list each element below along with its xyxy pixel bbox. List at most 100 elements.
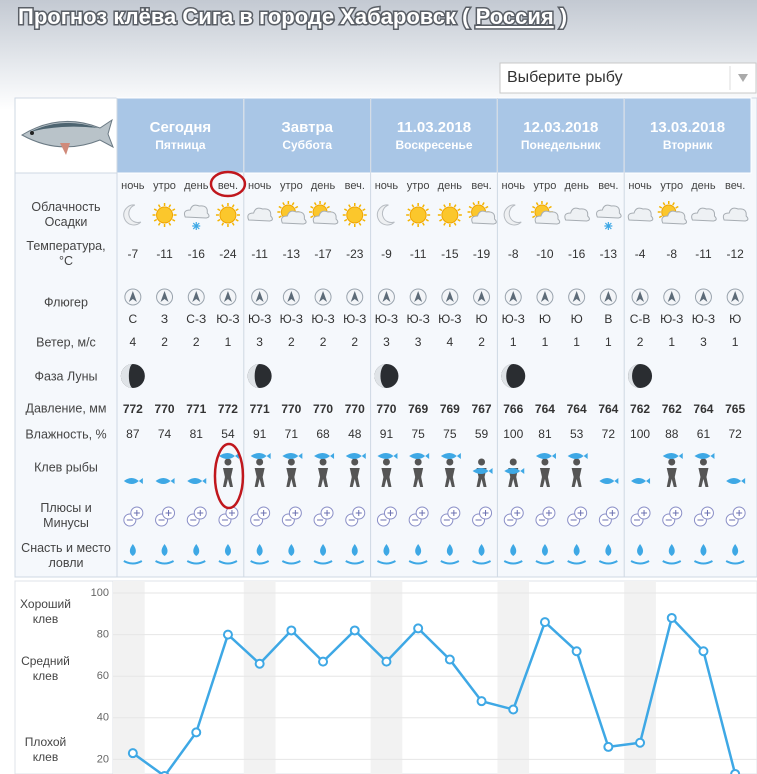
wind-direction-value: Ю bbox=[539, 312, 551, 326]
zone-label: Средний клев bbox=[21, 654, 70, 683]
weather-icon bbox=[376, 204, 395, 226]
tackle-water bbox=[662, 560, 682, 565]
wind-vane bbox=[409, 288, 427, 306]
cloud-shape bbox=[627, 207, 654, 222]
pros-cons-icon bbox=[535, 506, 556, 527]
bite-icon bbox=[567, 453, 588, 487]
tackle-water bbox=[472, 560, 492, 565]
row-label: Плюсы и Минусы bbox=[40, 501, 92, 530]
temperature-value: -17 bbox=[314, 247, 332, 261]
vane-arrow bbox=[572, 291, 581, 302]
pros-cons-icon bbox=[662, 506, 683, 527]
select-placeholder[interactable]: Выберите рыбу bbox=[507, 69, 623, 86]
y-tick-label: 80 bbox=[97, 629, 109, 641]
period-label: утро bbox=[153, 180, 176, 192]
sun-ray bbox=[221, 204, 225, 208]
bite-point bbox=[635, 737, 646, 748]
bite-icon bbox=[345, 453, 366, 487]
period-label: утро bbox=[407, 180, 430, 192]
period-label: день bbox=[438, 180, 463, 192]
tackle-float bbox=[161, 544, 168, 556]
humidity-value: 100 bbox=[630, 427, 650, 441]
fish-fin bbox=[60, 143, 70, 155]
sun-ray bbox=[278, 215, 282, 219]
tackle-float bbox=[637, 544, 644, 556]
vane-arrow bbox=[731, 291, 740, 302]
sun-ray bbox=[672, 202, 675, 206]
pros-cons-icon bbox=[440, 506, 461, 527]
sun-ray bbox=[157, 204, 161, 208]
small-fish bbox=[187, 478, 207, 484]
humidity-value: 74 bbox=[158, 427, 172, 441]
sun-ray bbox=[545, 202, 549, 206]
country-link[interactable]: Россия bbox=[474, 2, 555, 30]
wind-direction-value: Ю bbox=[475, 312, 487, 326]
plus-sign bbox=[165, 510, 172, 516]
vane-arrow bbox=[540, 291, 549, 302]
small-fish bbox=[123, 478, 143, 484]
angler-body bbox=[413, 468, 424, 487]
temperature-value: -16 bbox=[568, 247, 586, 261]
sun-ray bbox=[358, 222, 362, 226]
tackle-float bbox=[700, 544, 707, 556]
moon-phase bbox=[247, 364, 272, 389]
pressure-value: 771 bbox=[250, 402, 270, 416]
sun-ray bbox=[658, 215, 663, 219]
angler-head bbox=[668, 458, 676, 466]
caught-fish bbox=[440, 453, 461, 459]
sun-ray bbox=[313, 202, 317, 206]
wind-vane bbox=[251, 288, 269, 306]
weather-icon bbox=[183, 204, 210, 230]
wind-direction-value: З bbox=[161, 312, 168, 326]
tackle-icon bbox=[598, 544, 618, 565]
vane-arrow bbox=[287, 291, 296, 302]
sun-ray bbox=[168, 204, 172, 208]
pressure-value: 770 bbox=[376, 402, 396, 416]
select-arrow[interactable] bbox=[738, 74, 748, 82]
wind-direction-value: Ю-З bbox=[248, 312, 271, 326]
vane-arrow bbox=[192, 291, 201, 302]
humidity-value: 48 bbox=[348, 427, 362, 441]
bite-icon bbox=[440, 453, 461, 487]
small-fish bbox=[155, 478, 175, 484]
sun-ray bbox=[235, 218, 239, 222]
caught-fish bbox=[250, 453, 271, 459]
fish-select[interactable]: Выберите рыбу bbox=[499, 62, 757, 94]
temperature-value: -7 bbox=[128, 247, 139, 261]
cloud-shape bbox=[471, 210, 497, 225]
wind-vane bbox=[599, 288, 617, 306]
wind-vane bbox=[187, 288, 205, 306]
sun-ray bbox=[231, 222, 235, 226]
cloud-shape bbox=[183, 204, 210, 219]
select-box[interactable] bbox=[499, 62, 757, 94]
wind-vane bbox=[694, 288, 712, 306]
day-weekday: Воскресенье bbox=[395, 138, 472, 152]
wind-vane bbox=[314, 288, 332, 306]
humidity-value: 53 bbox=[570, 427, 584, 441]
cloud-shape bbox=[564, 207, 590, 222]
sun-ray bbox=[411, 204, 415, 208]
y-tick-label: 60 bbox=[97, 670, 109, 682]
humidity-value: 91 bbox=[253, 427, 267, 441]
wind-vane bbox=[536, 288, 554, 306]
temperature-value: -13 bbox=[600, 247, 618, 261]
period-label: утро bbox=[280, 180, 303, 192]
caught-fish bbox=[377, 453, 398, 459]
sun-ray bbox=[343, 208, 348, 212]
row-label: Фаза Луны bbox=[34, 369, 98, 384]
humidity-value: 72 bbox=[728, 427, 742, 441]
pros-cons-icon bbox=[567, 506, 588, 527]
wind-direction-value: Ю-З bbox=[280, 312, 303, 326]
title-prefix: Прогноз клёва Сига в городе Хабаровск ( bbox=[18, 4, 476, 29]
pressure-value: 769 bbox=[440, 402, 460, 416]
pros-cons-icon bbox=[345, 506, 366, 527]
sun-ray bbox=[675, 205, 679, 209]
angler-head bbox=[382, 458, 390, 466]
wind-vane bbox=[663, 288, 681, 306]
day-weekday: Суббота bbox=[282, 138, 332, 152]
bite-point bbox=[191, 727, 202, 738]
bite-icon bbox=[535, 453, 556, 487]
wind-vane bbox=[219, 288, 237, 306]
period-label: ночь bbox=[628, 180, 652, 192]
bite-icon bbox=[409, 453, 430, 487]
